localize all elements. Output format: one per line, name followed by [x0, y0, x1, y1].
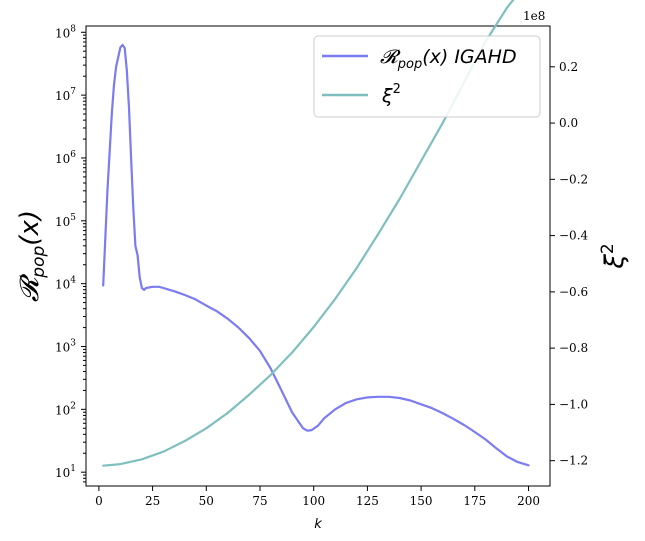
- right-tick-label: 0.0: [559, 116, 578, 130]
- left-tick-label: 103: [55, 338, 76, 354]
- x-tick-label: 200: [517, 494, 540, 508]
- legend-label-series-1-sub: pop: [397, 57, 422, 72]
- x-tick-label: 175: [463, 494, 486, 508]
- left-tick-label: 108: [55, 24, 76, 40]
- x-tick-label: 100: [302, 494, 325, 508]
- x-tick-label: 50: [199, 494, 214, 508]
- left-axis-label: 𝓡pop(x): [15, 210, 49, 302]
- left-tick-label: 102: [55, 401, 76, 417]
- legend-label-series-2-sup: 2: [393, 82, 401, 97]
- legend: 𝓡pop(x) IGAHD ξ2: [313, 35, 541, 118]
- x-tick-label: 75: [252, 494, 267, 508]
- left-tick-label: 106: [55, 150, 76, 166]
- right-tick-label: −1.0: [559, 397, 588, 411]
- right-axis-offset-label: 1e8: [523, 9, 545, 23]
- legend-box: [313, 35, 541, 118]
- left-tick-label: 104: [55, 276, 76, 292]
- plot-frame: [85, 25, 551, 487]
- legend-label-series-2-main: ξ: [381, 85, 393, 107]
- svg-text:ξ2: ξ2: [381, 82, 401, 107]
- series-line-1: [102, 43, 530, 467]
- x-axis-ticks: 0 25 50 75 100 125 150 175 200: [95, 486, 540, 508]
- left-axis-label-sub: pop: [29, 245, 49, 278]
- left-tick-label: 101: [55, 464, 76, 480]
- right-tick-label: −0.4: [559, 229, 589, 243]
- svg-text:𝓡pop(x) IGAHD: 𝓡pop(x) IGAHD: [380, 46, 517, 72]
- right-tick-label: 0.2: [559, 60, 578, 74]
- right-axis-ticks: −1.2 −1.0 −0.8 −0.6 −0.4 −0.2 0.0 0.2: [550, 60, 589, 468]
- right-tick-label: −0.8: [559, 341, 588, 355]
- right-axis-label-sup: 2: [598, 243, 618, 254]
- legend-label-series-1-main: 𝓡: [380, 46, 401, 68]
- x-axis-label: k: [314, 517, 322, 532]
- right-axis-label-main: ξ: [600, 254, 630, 270]
- right-tick-label: −0.6: [559, 285, 588, 299]
- left-axis-ticks: 101 102 103 104 105 106 107 108: [55, 24, 86, 483]
- svg-text:ξ2: ξ2: [598, 243, 630, 269]
- x-tick-label: 125: [356, 494, 379, 508]
- x-tick-label: 150: [410, 494, 433, 508]
- right-axis-label: ξ2: [598, 243, 630, 269]
- x-tick-label: 25: [145, 494, 160, 508]
- plot-area-border: [85, 25, 551, 487]
- legend-label-series-1-tail: (x) IGAHD: [422, 46, 516, 68]
- right-tick-label: −0.2: [559, 172, 588, 186]
- left-axis-label-tail: (x): [15, 210, 45, 246]
- left-tick-label: 107: [55, 87, 76, 103]
- svg-text:𝓡pop(x): 𝓡pop(x): [15, 210, 49, 302]
- right-tick-label: −1.2: [559, 454, 588, 468]
- left-tick-label: 105: [55, 213, 76, 229]
- left-axis-label-main: 𝓡: [15, 273, 45, 302]
- x-tick-label: 0: [95, 494, 103, 508]
